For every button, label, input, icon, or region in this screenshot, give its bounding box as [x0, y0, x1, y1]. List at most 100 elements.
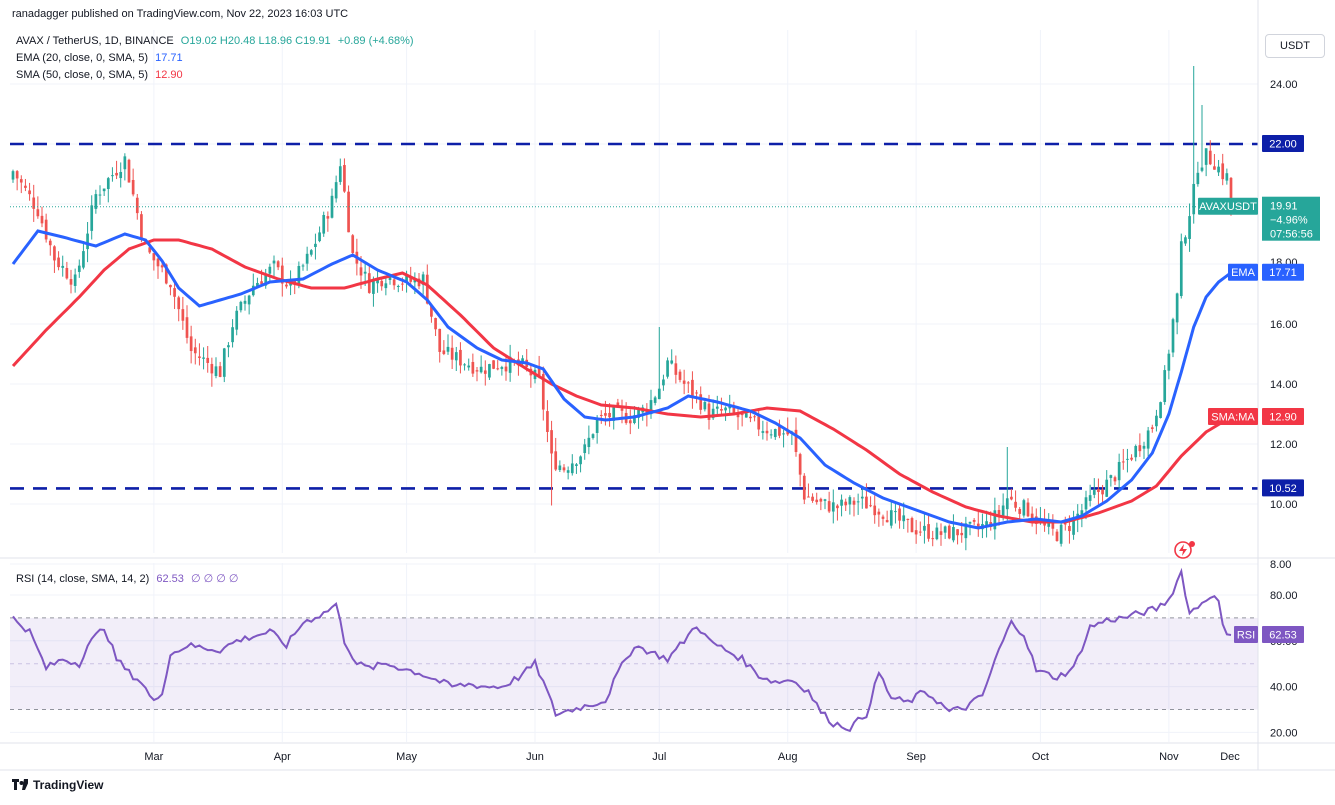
ema-label: EMA (20, close, 0, SMA, 5) — [16, 52, 149, 64]
candle-body — [778, 425, 781, 436]
candle-body — [1055, 531, 1059, 541]
candle-body — [28, 190, 31, 195]
candle-body — [1018, 508, 1022, 514]
candle-body — [732, 407, 736, 413]
ema-legend[interactable]: EMA (20, close, 0, SMA, 5) 17.71 — [16, 52, 183, 64]
candle-body — [119, 171, 123, 179]
candle-body — [1109, 475, 1113, 478]
candle-body — [123, 156, 127, 170]
candle-body — [351, 235, 355, 254]
candle-body — [877, 511, 881, 515]
candle-body — [297, 265, 301, 284]
candle-body — [558, 465, 562, 470]
candle-body — [1188, 216, 1191, 239]
candle-body — [73, 274, 77, 286]
symbol-name[interactable]: AVAX / TetherUS, 1D, BINANCE — [16, 35, 174, 47]
candle-body — [442, 350, 446, 354]
y-tick-label: 8.00 — [1270, 559, 1291, 571]
candle-body — [164, 264, 168, 284]
level-tag: 10.52 — [1269, 483, 1297, 495]
sma-legend[interactable]: SMA (50, close, 0, SMA, 5) 12.90 — [16, 69, 183, 81]
candle-body — [575, 464, 578, 466]
candle-body — [827, 501, 831, 512]
candle-body — [82, 251, 85, 268]
candle-body — [359, 267, 363, 276]
candle-body — [90, 205, 94, 231]
candle-body — [782, 433, 785, 435]
candle-body — [504, 366, 508, 372]
candle-body — [852, 500, 856, 505]
candle-body — [914, 530, 918, 535]
level-tag: 22.00 — [1269, 139, 1297, 151]
candle-body — [367, 273, 371, 293]
candle-body — [1030, 513, 1034, 520]
candle-body — [620, 408, 624, 411]
y-tick-label: 12.00 — [1270, 439, 1298, 451]
x-tick-label: Dec — [1220, 751, 1240, 763]
candle-body — [964, 523, 968, 539]
candle-body — [728, 405, 732, 409]
candle-body — [769, 434, 773, 436]
candle-body — [1217, 166, 1220, 173]
candle-body — [1204, 148, 1208, 165]
candle-body — [550, 430, 553, 454]
candle-body — [608, 412, 611, 418]
candle-body — [156, 258, 160, 267]
candle-body — [396, 285, 400, 287]
candle-body — [1026, 502, 1030, 517]
candle-body — [1059, 524, 1063, 544]
sma-tag-value: 12.90 — [1269, 412, 1297, 424]
candle-body — [1047, 522, 1051, 527]
symbol-tag-bg — [1198, 197, 1258, 215]
candle-body — [48, 240, 52, 246]
ema-tag-value: 17.71 — [1269, 267, 1297, 279]
currency-button[interactable]: USDT — [1265, 34, 1325, 58]
candle-body — [761, 431, 765, 433]
rsi-tag-label-bg — [1234, 626, 1258, 644]
candle-body — [765, 430, 769, 434]
candle-body — [662, 379, 665, 386]
candle-body — [546, 411, 549, 432]
candle-body — [488, 364, 491, 378]
candle-body — [1155, 415, 1158, 427]
candle-body — [430, 305, 433, 317]
candle-body — [24, 185, 27, 188]
candle-body — [865, 496, 868, 509]
flash-icon[interactable] — [1173, 540, 1193, 560]
candle-body — [1105, 479, 1109, 497]
candle-body — [935, 527, 939, 540]
rsi-line — [12, 567, 1232, 733]
x-tick-label: May — [396, 751, 417, 763]
candle-body — [707, 403, 711, 420]
candle-body — [686, 382, 690, 384]
rsi-tag-value-bg — [1262, 626, 1304, 644]
candle-body — [479, 366, 483, 373]
candle-body — [711, 408, 715, 419]
level-tag-bg — [1262, 479, 1304, 497]
candle-body — [1130, 457, 1133, 460]
symbol-legend: AVAX / TetherUS, 1D, BINANCE O19.02 H20.… — [16, 35, 414, 47]
candle-body — [591, 434, 595, 438]
candle-body — [1126, 458, 1129, 460]
candle-body — [508, 356, 512, 373]
candle-body — [314, 243, 317, 248]
candle-body — [753, 416, 756, 418]
candle-body — [363, 271, 367, 274]
candle-body — [438, 328, 442, 352]
rsi-legend[interactable]: RSI (14, close, SMA, 14, 2) 62.53 ∅ ∅ ∅ … — [16, 572, 238, 585]
candle-body — [1113, 477, 1117, 482]
candle-body — [939, 531, 943, 535]
candle-body — [616, 402, 620, 407]
candle-body — [1014, 501, 1017, 508]
candle-body — [77, 265, 81, 272]
tradingview-logo[interactable]: TradingView — [12, 778, 103, 792]
candle-body — [421, 274, 425, 285]
candle-body — [1159, 402, 1162, 419]
candle-body — [243, 300, 247, 304]
candle-body — [653, 397, 657, 403]
candle-body — [952, 527, 955, 541]
candle-body — [993, 510, 997, 530]
x-tick-label: Apr — [274, 751, 291, 763]
candle-body — [305, 253, 309, 264]
candle-body — [927, 524, 930, 539]
